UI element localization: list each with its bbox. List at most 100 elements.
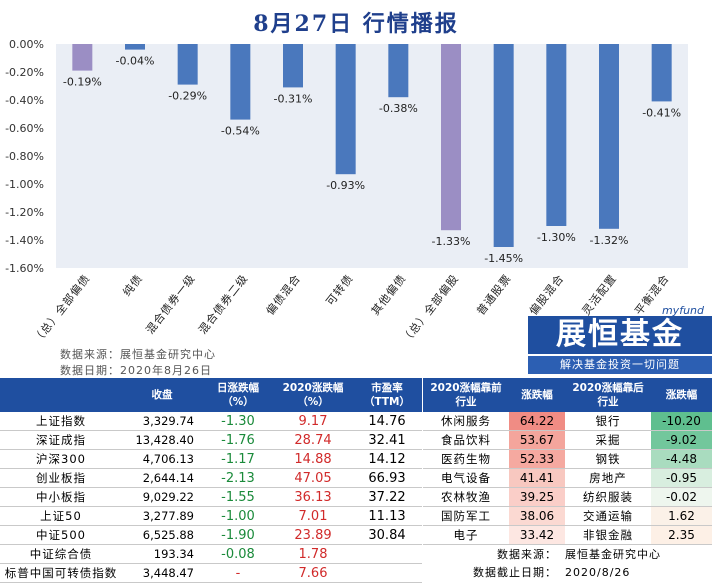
index-ytd-change: 14.88: [274, 449, 352, 469]
col-header-name: [0, 378, 122, 412]
footer-label: 数据来源：: [497, 548, 557, 561]
bar: [599, 44, 619, 229]
table-row: 食品饮料 53.67 采掘 -9.02: [423, 430, 712, 450]
col-header-ytd: 2020涨跌幅 （%）: [274, 378, 352, 412]
y-tick-label: -0.60%: [5, 122, 44, 135]
table-row: 上证指数 3,329.74 -1.30 9.17 14.76: [0, 412, 422, 431]
table-row: 国防军工 38.06 交通运输 1.62: [423, 506, 712, 526]
table-row: 休闲服务 64.22 银行 -10.20: [423, 412, 712, 431]
y-tick-label: 0.00%: [9, 38, 44, 51]
index-close: 3,329.74: [122, 412, 202, 431]
index-ytd-change: 28.74: [274, 430, 352, 450]
index-pe: 32.41: [352, 430, 422, 450]
x-tick-label: 其他偏债: [368, 271, 409, 317]
table-row: 中证综合债 193.34 -0.08 1.78: [0, 544, 422, 564]
footer-row: 数据截止日期： 2020/8/26: [423, 563, 712, 581]
index-table: 收盘 日涨跌幅 （%） 2020涨跌幅 （%） 市盈率 （TTM） 上证指数 3,…: [0, 378, 422, 583]
logo-brand: 展恒基金: [528, 316, 712, 354]
x-tick-label: 混合债券一级: [143, 271, 198, 336]
plot-area: [56, 44, 688, 268]
y-tick-label: -1.60%: [5, 262, 44, 275]
index-name: 中证综合债: [0, 544, 122, 564]
industry-bottom-name: 银行: [565, 412, 651, 431]
industry-bottom-change: -0.95: [651, 468, 712, 488]
bar: [125, 44, 145, 50]
index-day-change: -1.90: [202, 525, 274, 545]
bar: [177, 44, 198, 85]
industry-top-change: 38.06: [509, 506, 565, 526]
bar: [441, 44, 461, 231]
footer-label: 数据截止日期：: [473, 566, 557, 579]
index-pe: 14.12: [352, 449, 422, 469]
index-name: 上证50: [0, 506, 122, 526]
index-close: 3,277.89: [122, 506, 202, 526]
index-ytd-change: 23.89: [274, 525, 352, 545]
table-row: 电子 33.42 非银金融 2.35: [423, 525, 712, 545]
x-tick-label: 偏债混合: [263, 271, 304, 317]
table-row: 上证50 3,277.89 -1.00 7.01 11.13: [0, 506, 422, 526]
index-pe: [352, 563, 422, 583]
table-row: 创业板指 2,644.14 -2.13 47.05 66.93: [0, 468, 422, 488]
index-day-change: -1.00: [202, 506, 274, 526]
data-label: -1.33%: [432, 235, 471, 248]
industry-bottom-name: 非银金融: [565, 525, 651, 545]
data-label: -0.93%: [326, 179, 365, 192]
chart-source: 数据来源：展恒基金研究中心: [60, 348, 216, 361]
industry-bottom-name: 交通运输: [565, 506, 651, 526]
industry-top-name: 农林牧渔: [423, 487, 509, 507]
data-label: -0.19%: [63, 76, 102, 89]
index-pe: 30.84: [352, 525, 422, 545]
industry-top-change: 41.41: [509, 468, 565, 488]
industry-top-name: 食品饮料: [423, 430, 509, 450]
index-day-change: -1.55: [202, 487, 274, 507]
logo-en: myfund: [661, 304, 704, 317]
data-label: -0.41%: [642, 106, 681, 119]
data-label: -1.30%: [537, 231, 576, 244]
industry-top-name: 电气设备: [423, 468, 509, 488]
col-header-close: 收盘: [122, 378, 202, 412]
industry-top-name: 休闲服务: [423, 412, 509, 431]
col-header-bottom-change: 涨跌幅: [651, 378, 712, 412]
bar: [230, 44, 251, 120]
industry-top-change: 33.42: [509, 525, 565, 545]
data-label: -1.45%: [484, 252, 523, 265]
y-tick-label: -1.20%: [5, 206, 44, 219]
index-close: 193.34: [122, 544, 202, 564]
col-header-top: 2020涨幅靠前 行业: [423, 378, 509, 412]
data-label: -0.29%: [168, 90, 207, 103]
x-tick-label: （总）全部偏债: [30, 271, 93, 346]
index-pe: 11.13: [352, 506, 422, 526]
industry-bottom-name: 房地产: [565, 468, 651, 488]
page-title: 8月27日 行情播报: [253, 11, 459, 37]
index-day-change: -1.30: [202, 412, 274, 431]
bar-chart: 0.00% -0.20% -0.40% -0.60% -0.80% -1.00% -1.20…: [5, 38, 688, 346]
index-pe: 37.22: [352, 487, 422, 507]
index-name: 中小板指: [0, 487, 122, 507]
index-close: 9,029.22: [122, 487, 202, 507]
industry-bottom-change: 1.62: [651, 506, 712, 526]
index-pe: 14.76: [352, 412, 422, 431]
industry-top-change: 53.67: [509, 430, 565, 450]
col-header-top-change: 涨跌幅: [509, 378, 565, 412]
table-row: 标普中国可转债指数 3,448.47-7.66: [0, 563, 422, 583]
table-row: 电气设备 41.41 房地产 -0.95: [423, 468, 712, 488]
industry-bottom-name: 纺织服装: [565, 487, 651, 507]
index-close: 2,644.14: [122, 468, 202, 488]
index-ytd-change: 7.01: [274, 506, 352, 526]
industry-bottom-change: 2.35: [651, 525, 712, 545]
industry-bottom-change: -9.02: [651, 430, 712, 450]
table-row: 中证500 6,525.88 -1.90 23.89 30.84: [0, 525, 422, 545]
industry-bottom-change: -0.02: [651, 487, 712, 507]
col-header-day: 日涨跌幅 （%）: [202, 378, 274, 412]
industry-top-name: 电子: [423, 525, 509, 545]
y-tick-label: -1.00%: [5, 178, 44, 191]
table-row: 中小板指 9,029.22 -1.55 36.13 37.22: [0, 487, 422, 507]
logo-slogan: 解决基金投资一切问题: [528, 356, 712, 374]
industry-bottom-name: 钢铁: [565, 449, 651, 469]
y-tick-label: -0.80%: [5, 150, 44, 163]
index-close: 13,428.40: [122, 430, 202, 450]
index-name: 上证指数: [0, 412, 122, 431]
bar: [72, 44, 93, 71]
index-ytd-change: 1.78: [274, 544, 352, 564]
index-close: 3,448.47: [122, 563, 202, 583]
